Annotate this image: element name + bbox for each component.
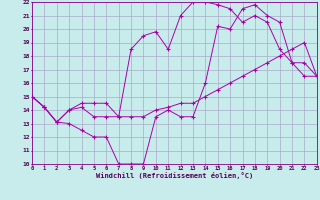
X-axis label: Windchill (Refroidissement éolien,°C): Windchill (Refroidissement éolien,°C) [96, 172, 253, 179]
